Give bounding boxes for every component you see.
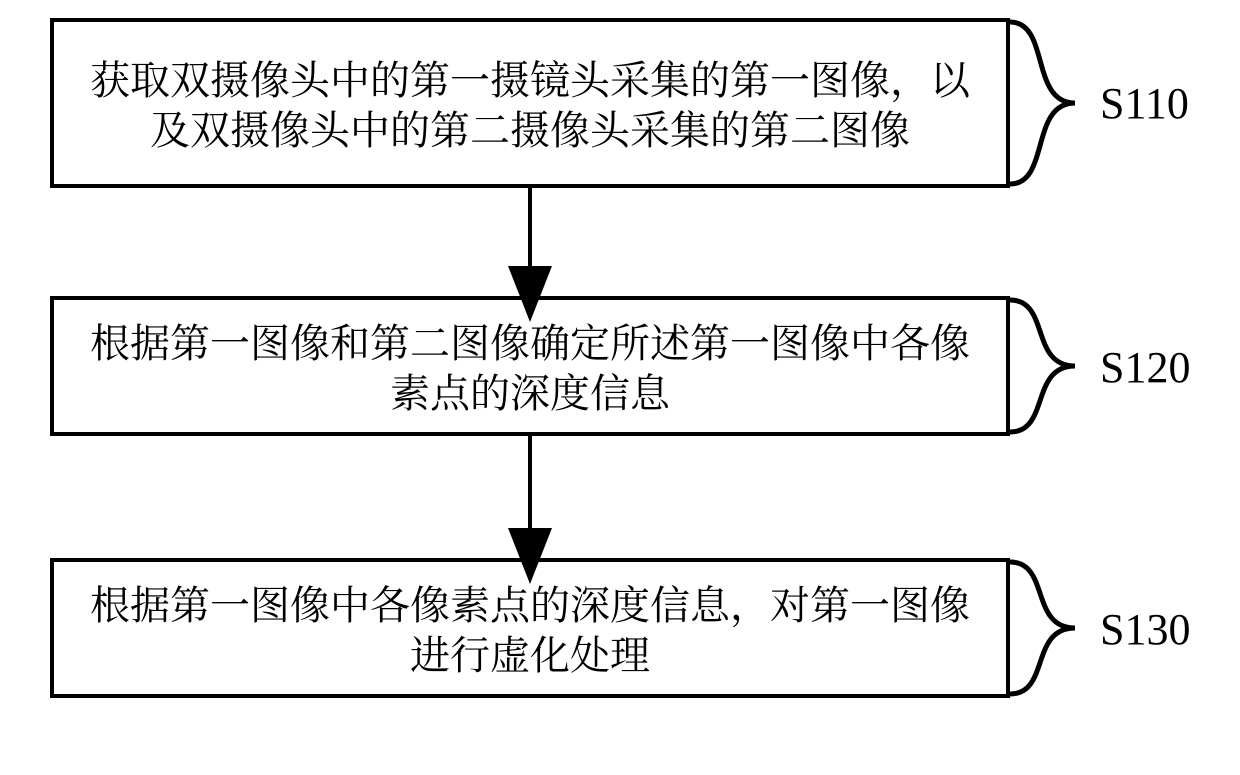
brace-s120 (1010, 300, 1075, 432)
flowchart-canvas: 获取双摄像头中的第一摄镜头采集的第一图像，以及双摄像头中的第二摄像头采集的第二图… (0, 0, 1240, 775)
brace-s110 (1010, 22, 1075, 184)
step-text-s120: 根据第一图像和第二图像确定所述第一图像中各像素点的深度信息 (76, 316, 984, 416)
brace-s130 (1010, 562, 1075, 694)
step-label-s110: S110 (1100, 78, 1189, 129)
step-box-s130: 根据第一图像中各像素点的深度信息，对第一图像进行虚化处理 (50, 558, 1010, 698)
step-text-s110: 获取双摄像头中的第一摄镜头采集的第一图像，以及双摄像头中的第二摄像头采集的第二图… (76, 53, 984, 153)
step-text-s130: 根据第一图像中各像素点的深度信息，对第一图像进行虚化处理 (76, 578, 984, 678)
step-label-s130: S130 (1100, 604, 1190, 655)
step-label-s120: S120 (1100, 342, 1190, 393)
step-box-s110: 获取双摄像头中的第一摄镜头采集的第一图像，以及双摄像头中的第二摄像头采集的第二图… (50, 18, 1010, 188)
step-box-s120: 根据第一图像和第二图像确定所述第一图像中各像素点的深度信息 (50, 296, 1010, 436)
